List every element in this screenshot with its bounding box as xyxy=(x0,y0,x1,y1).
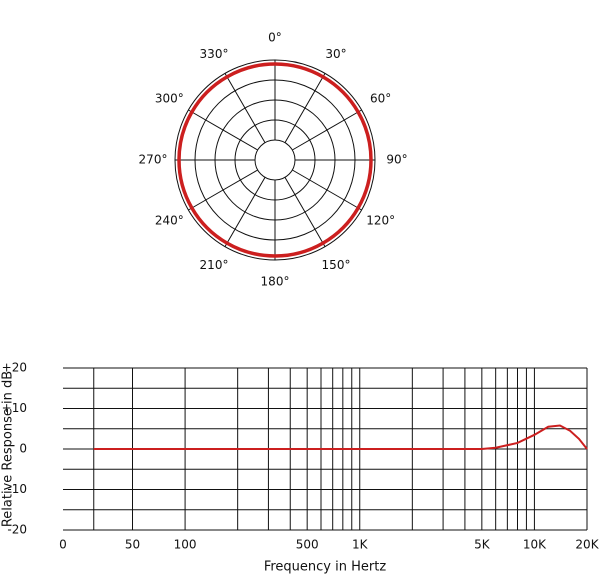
x-tick-label: 500 xyxy=(296,538,319,552)
y-tick-label: +20 xyxy=(2,361,27,375)
angle-label: 300° xyxy=(155,92,184,106)
angle-label: 180° xyxy=(261,275,290,289)
polar-spoke xyxy=(224,73,266,143)
polar-spoke xyxy=(292,109,362,151)
angle-label: 150° xyxy=(322,258,351,272)
polar-spoke xyxy=(292,169,362,211)
y-tick-label: -10 xyxy=(7,482,27,496)
x-tick-label: 100 xyxy=(174,538,197,552)
y-tick-label: +10 xyxy=(2,401,27,415)
x-tick-label: 10K xyxy=(523,538,547,552)
x-tick-label: 0 xyxy=(59,538,67,552)
polar-ring xyxy=(254,139,296,181)
x-tick-label: 20K xyxy=(575,538,599,552)
angle-label: 30° xyxy=(325,47,346,61)
angle-label: 60° xyxy=(370,92,391,106)
y-axis-title: Relative Response in dB xyxy=(1,371,16,527)
angle-label: 210° xyxy=(200,258,229,272)
x-tick-label: 5K xyxy=(474,538,491,552)
polar-spoke xyxy=(284,177,326,247)
angle-label: 330° xyxy=(200,47,229,61)
response-line xyxy=(93,424,588,450)
polar-spoke xyxy=(188,169,258,211)
angle-label: 120° xyxy=(366,214,395,228)
polar-spoke xyxy=(284,73,326,143)
angle-label: 270° xyxy=(139,153,168,167)
y-tick-label: 0 xyxy=(19,442,27,456)
angle-label: 0° xyxy=(268,31,282,45)
polar-spoke xyxy=(188,109,258,151)
angle-label: 90° xyxy=(386,153,407,167)
x-tick-label: 1K xyxy=(352,538,369,552)
y-tick-label: -20 xyxy=(7,523,27,537)
polar-spoke xyxy=(224,177,266,247)
x-axis-title: Frequency in Hertz xyxy=(264,560,386,575)
x-tick-label: 50 xyxy=(125,538,140,552)
angle-label: 240° xyxy=(155,214,184,228)
polar-response xyxy=(177,62,373,258)
